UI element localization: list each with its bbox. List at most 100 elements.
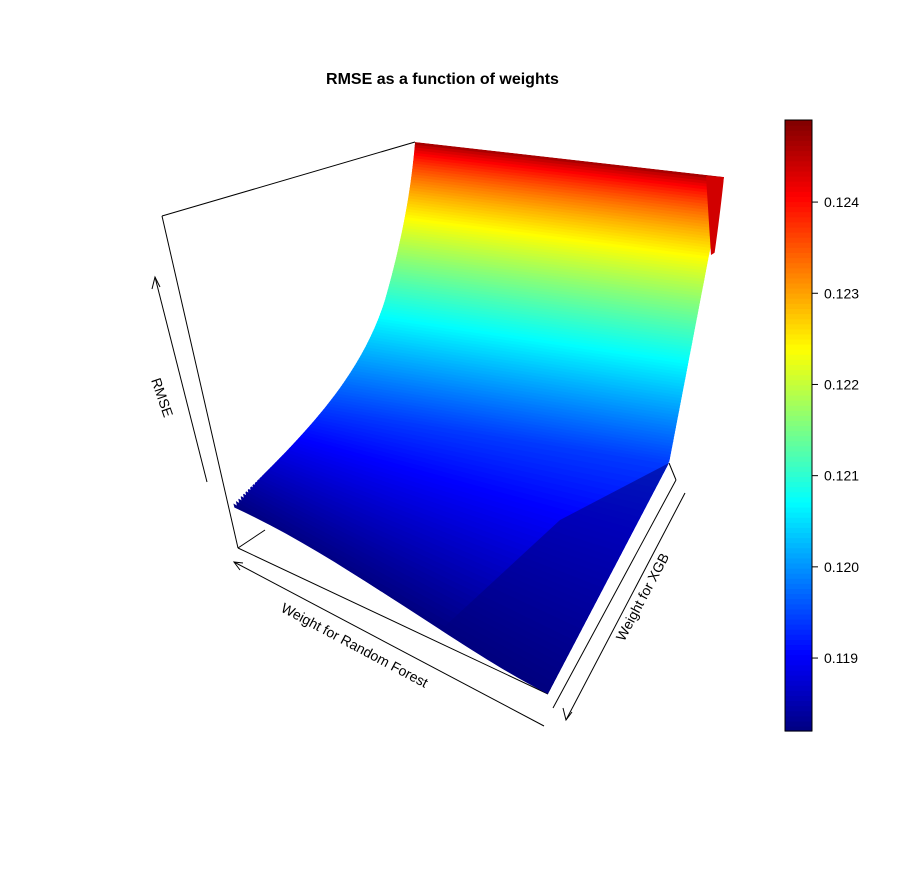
chart-title: RMSE as a function of weights: [326, 71, 559, 88]
colorbar-band: [785, 313, 812, 320]
colorbar-band: [785, 262, 812, 269]
colorbar-band: [785, 125, 812, 131]
colorbar-band: [785, 277, 812, 284]
colorbar-band: [785, 598, 812, 605]
colorbar-band: [785, 211, 812, 218]
colorbar-band: [785, 394, 812, 401]
colorbar-band: [785, 624, 812, 630]
colorbar-band: [785, 593, 812, 600]
colorbar-band: [785, 196, 812, 203]
colorbar-band: [785, 456, 812, 462]
colorbar-band: [785, 568, 812, 574]
colorbar-band: [785, 471, 812, 478]
colorbar-band: [785, 221, 812, 228]
colorbar-band: [785, 420, 812, 427]
colorbar-band: [785, 695, 812, 702]
colorbar-tick-label: 0.122: [824, 376, 859, 392]
colorbar-band: [785, 389, 812, 396]
colorbar-band: [785, 308, 812, 315]
colorbar-band: [785, 506, 812, 513]
z-axis-arrow: [154, 276, 208, 483]
colorbar-band: [785, 191, 812, 197]
y-axis-label: Weight for XGB: [613, 550, 673, 643]
colorbar-band: [785, 562, 812, 569]
axis-arrows: [151, 275, 686, 727]
colorbar-band: [785, 466, 812, 472]
colorbar-band: [785, 237, 812, 243]
colorbar-band: [785, 639, 812, 646]
colorbar-band: [785, 242, 812, 248]
colorbar-band: [785, 537, 812, 544]
rmse-surface: [233, 142, 724, 694]
colorbar-band: [785, 328, 812, 335]
colorbar-band: [785, 120, 812, 126]
y-axis-arrow: [565, 492, 686, 721]
colorbar-band: [785, 349, 812, 355]
colorbar-band: [785, 181, 812, 187]
colorbar-band: [785, 674, 812, 681]
colorbar-band: [785, 685, 812, 691]
colorbar-band: [785, 725, 812, 732]
colorbar-band: [785, 690, 812, 696]
colorbar-band: [785, 216, 812, 223]
colorbar-band: [785, 720, 812, 727]
colorbar-band: [785, 552, 812, 559]
colorbar-band: [785, 613, 812, 620]
x-axis-label: Weight for Random Forest: [279, 600, 431, 691]
colorbar-band: [785, 557, 812, 564]
colorbar-band: [785, 603, 812, 610]
colorbar-band: [785, 588, 812, 595]
frame-left-vertical: [161, 215, 239, 549]
colorbar-band: [785, 517, 812, 523]
y-axis-arrowhead: [562, 707, 573, 722]
frame-bottom-left: [237, 529, 266, 549]
colorbar-band: [785, 130, 812, 136]
colorbar-band: [785, 369, 812, 376]
z-axis-label: RMSE: [148, 376, 176, 419]
colorbar-band: [785, 384, 812, 391]
colorbar-band: [785, 160, 812, 167]
colorbar-band: [785, 608, 812, 615]
colorbar-band: [785, 400, 812, 406]
colorbar-band: [785, 578, 812, 584]
colorbar-band: [785, 267, 812, 274]
colorbar-band: [785, 405, 812, 411]
colorbar-band: [785, 629, 812, 635]
colorbar-ticks: 0.119 0.120 0.121 0.122 0.123 0.124: [812, 194, 859, 666]
colorbar-band: [785, 542, 812, 549]
colorbar-band: [785, 618, 812, 625]
frame-right-vertical: [668, 462, 677, 481]
colorbar-band: [785, 700, 812, 707]
colorbar-band: [785, 573, 812, 579]
colorbar-band: [785, 354, 812, 360]
colorbar-band: [785, 659, 812, 666]
colorbar-band: [785, 206, 812, 213]
colorbar-band: [785, 140, 812, 147]
colorbar-band: [785, 232, 812, 238]
color-legend: 0.119 0.120 0.121 0.122 0.123 0.124: [784, 119, 859, 732]
colorbar-band: [785, 135, 812, 141]
colorbar-tick-label: 0.121: [824, 468, 859, 484]
colorbar-band: [785, 257, 812, 264]
colorbar-band: [785, 338, 812, 345]
colorbar-band: [785, 359, 812, 365]
colorbar-band: [785, 547, 812, 554]
colorbar-band: [785, 201, 812, 208]
colorbar-band: [785, 293, 812, 299]
colorbar-band: [785, 522, 812, 528]
colorbar-band: [785, 415, 812, 422]
colorbar-band: [785, 282, 812, 289]
colorbar-band: [785, 644, 812, 651]
colorbar-border: [784, 119, 813, 732]
colorbar-band: [785, 318, 812, 325]
colorbar-band: [785, 410, 812, 416]
colorbar-band: [785, 374, 812, 381]
colorbar-band: [785, 440, 812, 447]
colorbar-band: [785, 145, 812, 152]
colorbar-band: [785, 364, 812, 371]
colorbar-band: [785, 344, 812, 350]
frame-top-back: [161, 141, 416, 217]
surface-min-region: [430, 463, 669, 694]
colorbar-band: [785, 583, 812, 590]
